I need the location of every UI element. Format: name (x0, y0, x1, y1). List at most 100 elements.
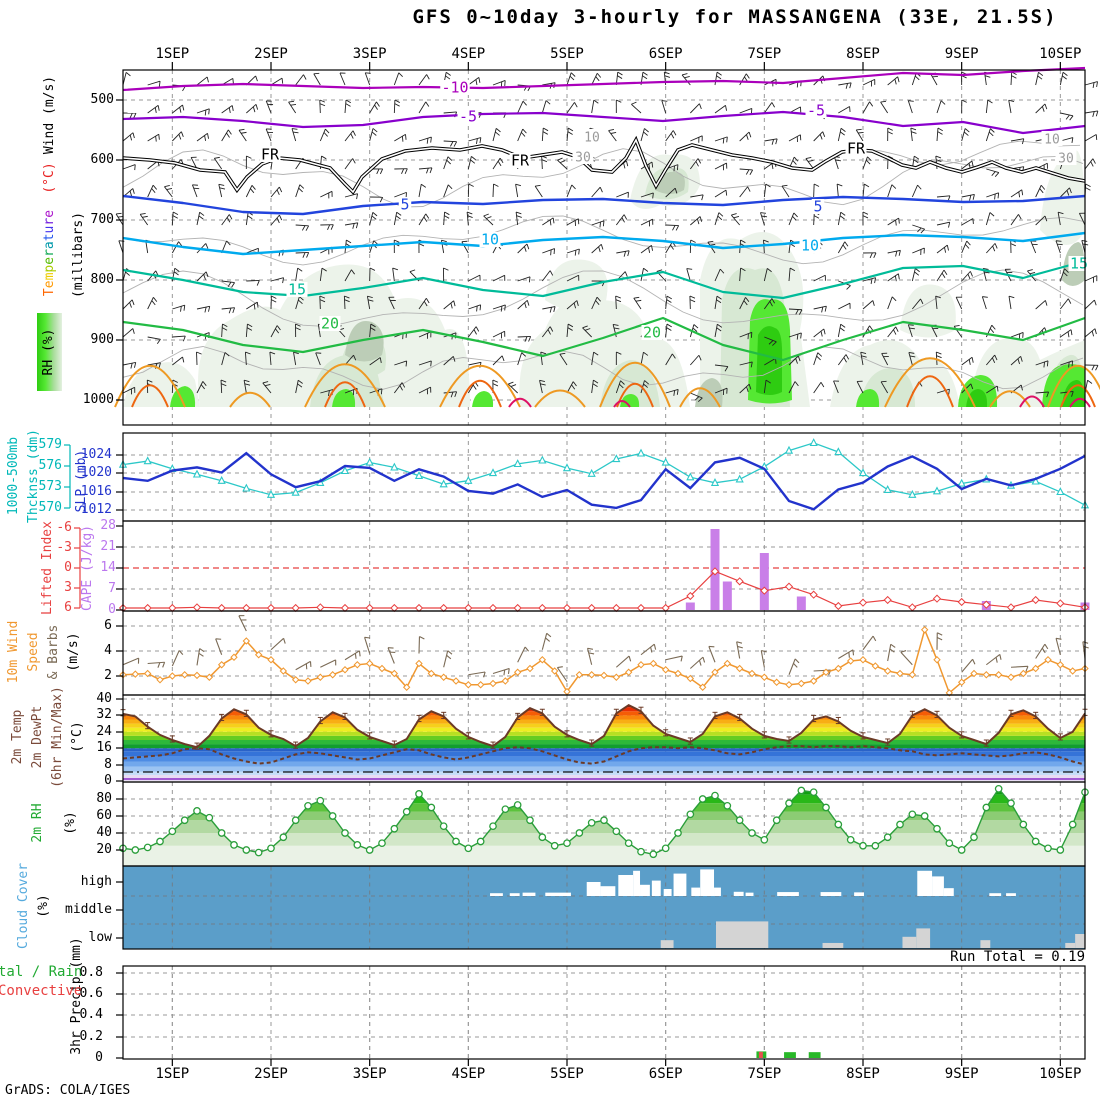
rh-marker (1044, 844, 1052, 853)
cloud-high-bar (640, 884, 650, 896)
wind-barb (686, 268, 693, 282)
wind-barb (615, 99, 622, 114)
cloud-row-label: high (80, 874, 112, 889)
wind-speed-marker (859, 656, 867, 664)
wind-barb (270, 77, 284, 86)
lifted-index-marker (538, 603, 547, 613)
lifted-index-marker (266, 603, 276, 613)
temp-contour-arch (439, 364, 521, 408)
temp-tick: 32 (96, 707, 112, 722)
cloud-high-bar (691, 887, 701, 896)
wind-barb (443, 356, 456, 366)
wind-barb (369, 357, 382, 366)
contour-label: 5 (813, 198, 822, 216)
rh-marker (254, 848, 263, 857)
cape-bar (796, 596, 806, 610)
wind-barb (887, 643, 896, 662)
wind-barb (985, 653, 1002, 666)
wind-barb (541, 632, 552, 650)
wind-speed-marker (390, 669, 399, 678)
cloud-high-bar (633, 870, 641, 896)
wind-barb (270, 186, 283, 198)
temp-tick: 24 (96, 724, 112, 739)
wind-barb (936, 221, 951, 228)
panel-border (122, 865, 1086, 950)
wind-barb (245, 323, 253, 338)
wind-barb (887, 249, 901, 257)
wind-speed-marker (600, 671, 608, 680)
wind-speed-marker (1007, 673, 1015, 681)
wind-barb (907, 324, 915, 338)
temp-contour (122, 259, 1086, 300)
wind-barb (1084, 81, 1098, 88)
cloud-high-bar (989, 893, 1002, 896)
wind-barb (690, 194, 704, 201)
cape-tick: 28 (100, 518, 116, 533)
cloud-high-bar (651, 880, 661, 896)
wind-barb (1084, 110, 1099, 117)
temp-contour-arch (508, 397, 532, 408)
wind-barb (862, 635, 877, 651)
wind-barb (591, 220, 605, 228)
wind-speed-marker (723, 659, 732, 668)
contour-label: 15 (1070, 255, 1088, 273)
wind-barb (566, 102, 578, 114)
date-label-top: 6SEP (648, 46, 683, 62)
wind-barb (238, 615, 247, 632)
slp-tick: 1012 (80, 502, 112, 517)
wind-speed-marker (526, 664, 534, 673)
wind-speed-marker (538, 656, 547, 664)
wind-speed-marker (341, 666, 349, 674)
wind-barb (911, 298, 924, 310)
wind-barb (1059, 268, 1069, 282)
wind-barb (760, 212, 768, 226)
wind-speed-marker (698, 683, 707, 691)
wind-barb (640, 218, 654, 227)
wind-barb (862, 156, 872, 170)
wind-barb (615, 655, 632, 668)
lifted-index-marker (858, 598, 868, 607)
wind-barb (955, 296, 963, 310)
thickness-marker (932, 486, 942, 495)
rh-marker (242, 846, 251, 854)
wind-barb (344, 99, 352, 114)
rh-marker (859, 841, 867, 850)
wind-barb (320, 659, 337, 668)
wind-speed-marker (575, 671, 584, 679)
cape-tick: 14 (100, 560, 116, 575)
wind-barb (270, 295, 277, 310)
wind-speed-marker (353, 661, 362, 669)
wind-barb (665, 388, 679, 396)
contour-label-box (319, 316, 341, 331)
wind-speed-marker (452, 677, 460, 685)
rh-tick: 80 (96, 791, 112, 806)
rh-marker (180, 816, 189, 825)
contour-label: 10 (801, 237, 819, 255)
cloud-high-bar (618, 875, 634, 896)
thickness-marker (464, 475, 473, 484)
wind-barb (443, 156, 453, 170)
wind-barb (935, 295, 942, 310)
wind-barb (220, 379, 227, 394)
wind-barb (507, 381, 518, 394)
wind-barb (245, 155, 252, 170)
rh-tick: 40 (96, 825, 112, 840)
lifted-index-marker (464, 603, 473, 613)
lifted-index-marker (661, 603, 670, 613)
rh-marker (316, 796, 325, 805)
wind-barb (714, 189, 728, 198)
wind-barb (1035, 215, 1048, 226)
wind-barb (171, 650, 184, 667)
cloud-high-bar (745, 892, 754, 896)
rh-marker (1031, 837, 1040, 846)
rh-marker (193, 807, 201, 815)
wind-barb (1035, 184, 1046, 198)
rh-shading-blob (756, 326, 783, 395)
date-label-top: 2SEP (254, 46, 288, 62)
rh-marker (785, 799, 793, 808)
wind-barb (961, 658, 976, 673)
lifted-index-marker (809, 590, 818, 599)
lifted-index-marker (735, 577, 744, 586)
p8-legend-convective: Convective (0, 983, 83, 999)
